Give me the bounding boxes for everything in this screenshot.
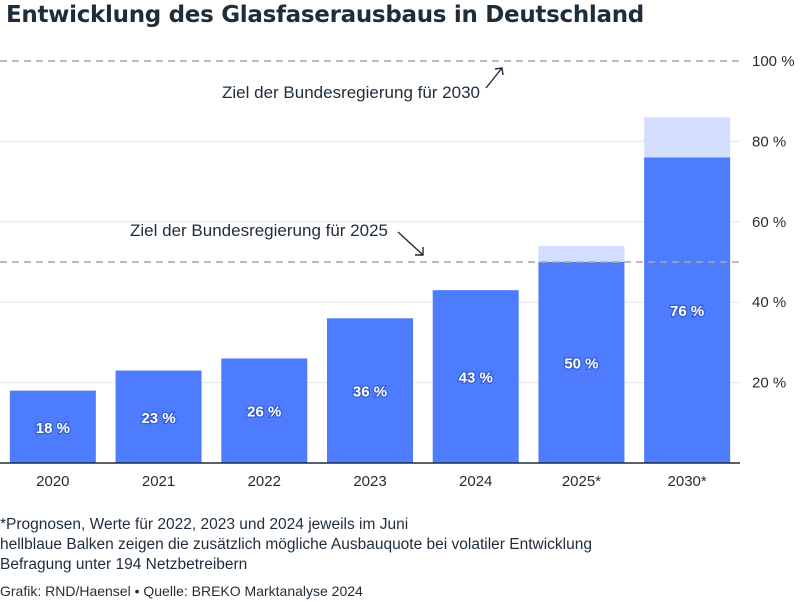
y-tick-label-40: 40 %: [752, 294, 786, 311]
potential-bar-2030*: [644, 117, 731, 158]
bar-value-label-2025*: 50 %: [564, 356, 598, 373]
y-tick-label-60: 60 %: [752, 214, 786, 231]
x-tick-label-2025*: 2025*: [562, 473, 601, 490]
bar-value-label-2024: 43 %: [459, 370, 493, 387]
potential-bar-2025*: [538, 245, 625, 262]
bar-value-label-2030*: 76 %: [670, 303, 704, 320]
y-tick-label-100: 100 %: [752, 53, 795, 70]
x-tick-label-2021: 2021: [142, 473, 175, 490]
reference-label-100: Ziel der Bundesregierung für 2030: [222, 83, 480, 102]
bar-value-label-2023: 36 %: [353, 384, 387, 401]
bar-value-label-2022: 26 %: [247, 404, 281, 421]
bar-2030*: [644, 157, 731, 464]
reference-arrow-100: [485, 67, 503, 89]
bar-2023: [327, 318, 413, 463]
x-tick-label-2023: 2023: [353, 473, 386, 490]
x-tick-label-2020: 2020: [36, 473, 69, 490]
note-light-bars: hellblaue Balken zeigen die zusätzlich m…: [0, 536, 592, 553]
chart-notes: *Prognosen, Werte für 2022, 2023 und 202…: [0, 515, 592, 575]
x-tick-label-2030*: 2030*: [668, 473, 707, 490]
bar-2022: [221, 358, 308, 463]
note-forecast: *Prognosen, Werte für 2022, 2023 und 202…: [0, 516, 409, 533]
reference-arrow-50: [397, 231, 424, 256]
chart-title: Entwicklung des Glasfaserausbaus in Deut…: [6, 2, 644, 28]
bar-value-label-2020: 18 %: [36, 420, 70, 437]
reference-label-50: Ziel der Bundesregierung für 2025: [130, 221, 388, 240]
y-tick-label-80: 80 %: [752, 133, 786, 150]
bar-2025*: [538, 262, 625, 463]
bar-2021: [115, 370, 202, 463]
x-tick-label-2024: 2024: [459, 473, 492, 490]
bar-2024: [432, 290, 519, 463]
chart-credit: Grafik: RND/Haensel • Quelle: BREKO Mark…: [0, 583, 363, 599]
note-survey: Befragung unter 194 Netzbetreibern: [0, 556, 248, 573]
bar-value-label-2021: 23 %: [141, 410, 175, 427]
y-tick-label-20: 20 %: [752, 375, 786, 392]
x-tick-label-2022: 2022: [248, 473, 281, 490]
reference-arrowhead-50: [415, 247, 424, 256]
reference-arrowhead-100: [494, 67, 504, 76]
bar-2020: [9, 390, 96, 463]
